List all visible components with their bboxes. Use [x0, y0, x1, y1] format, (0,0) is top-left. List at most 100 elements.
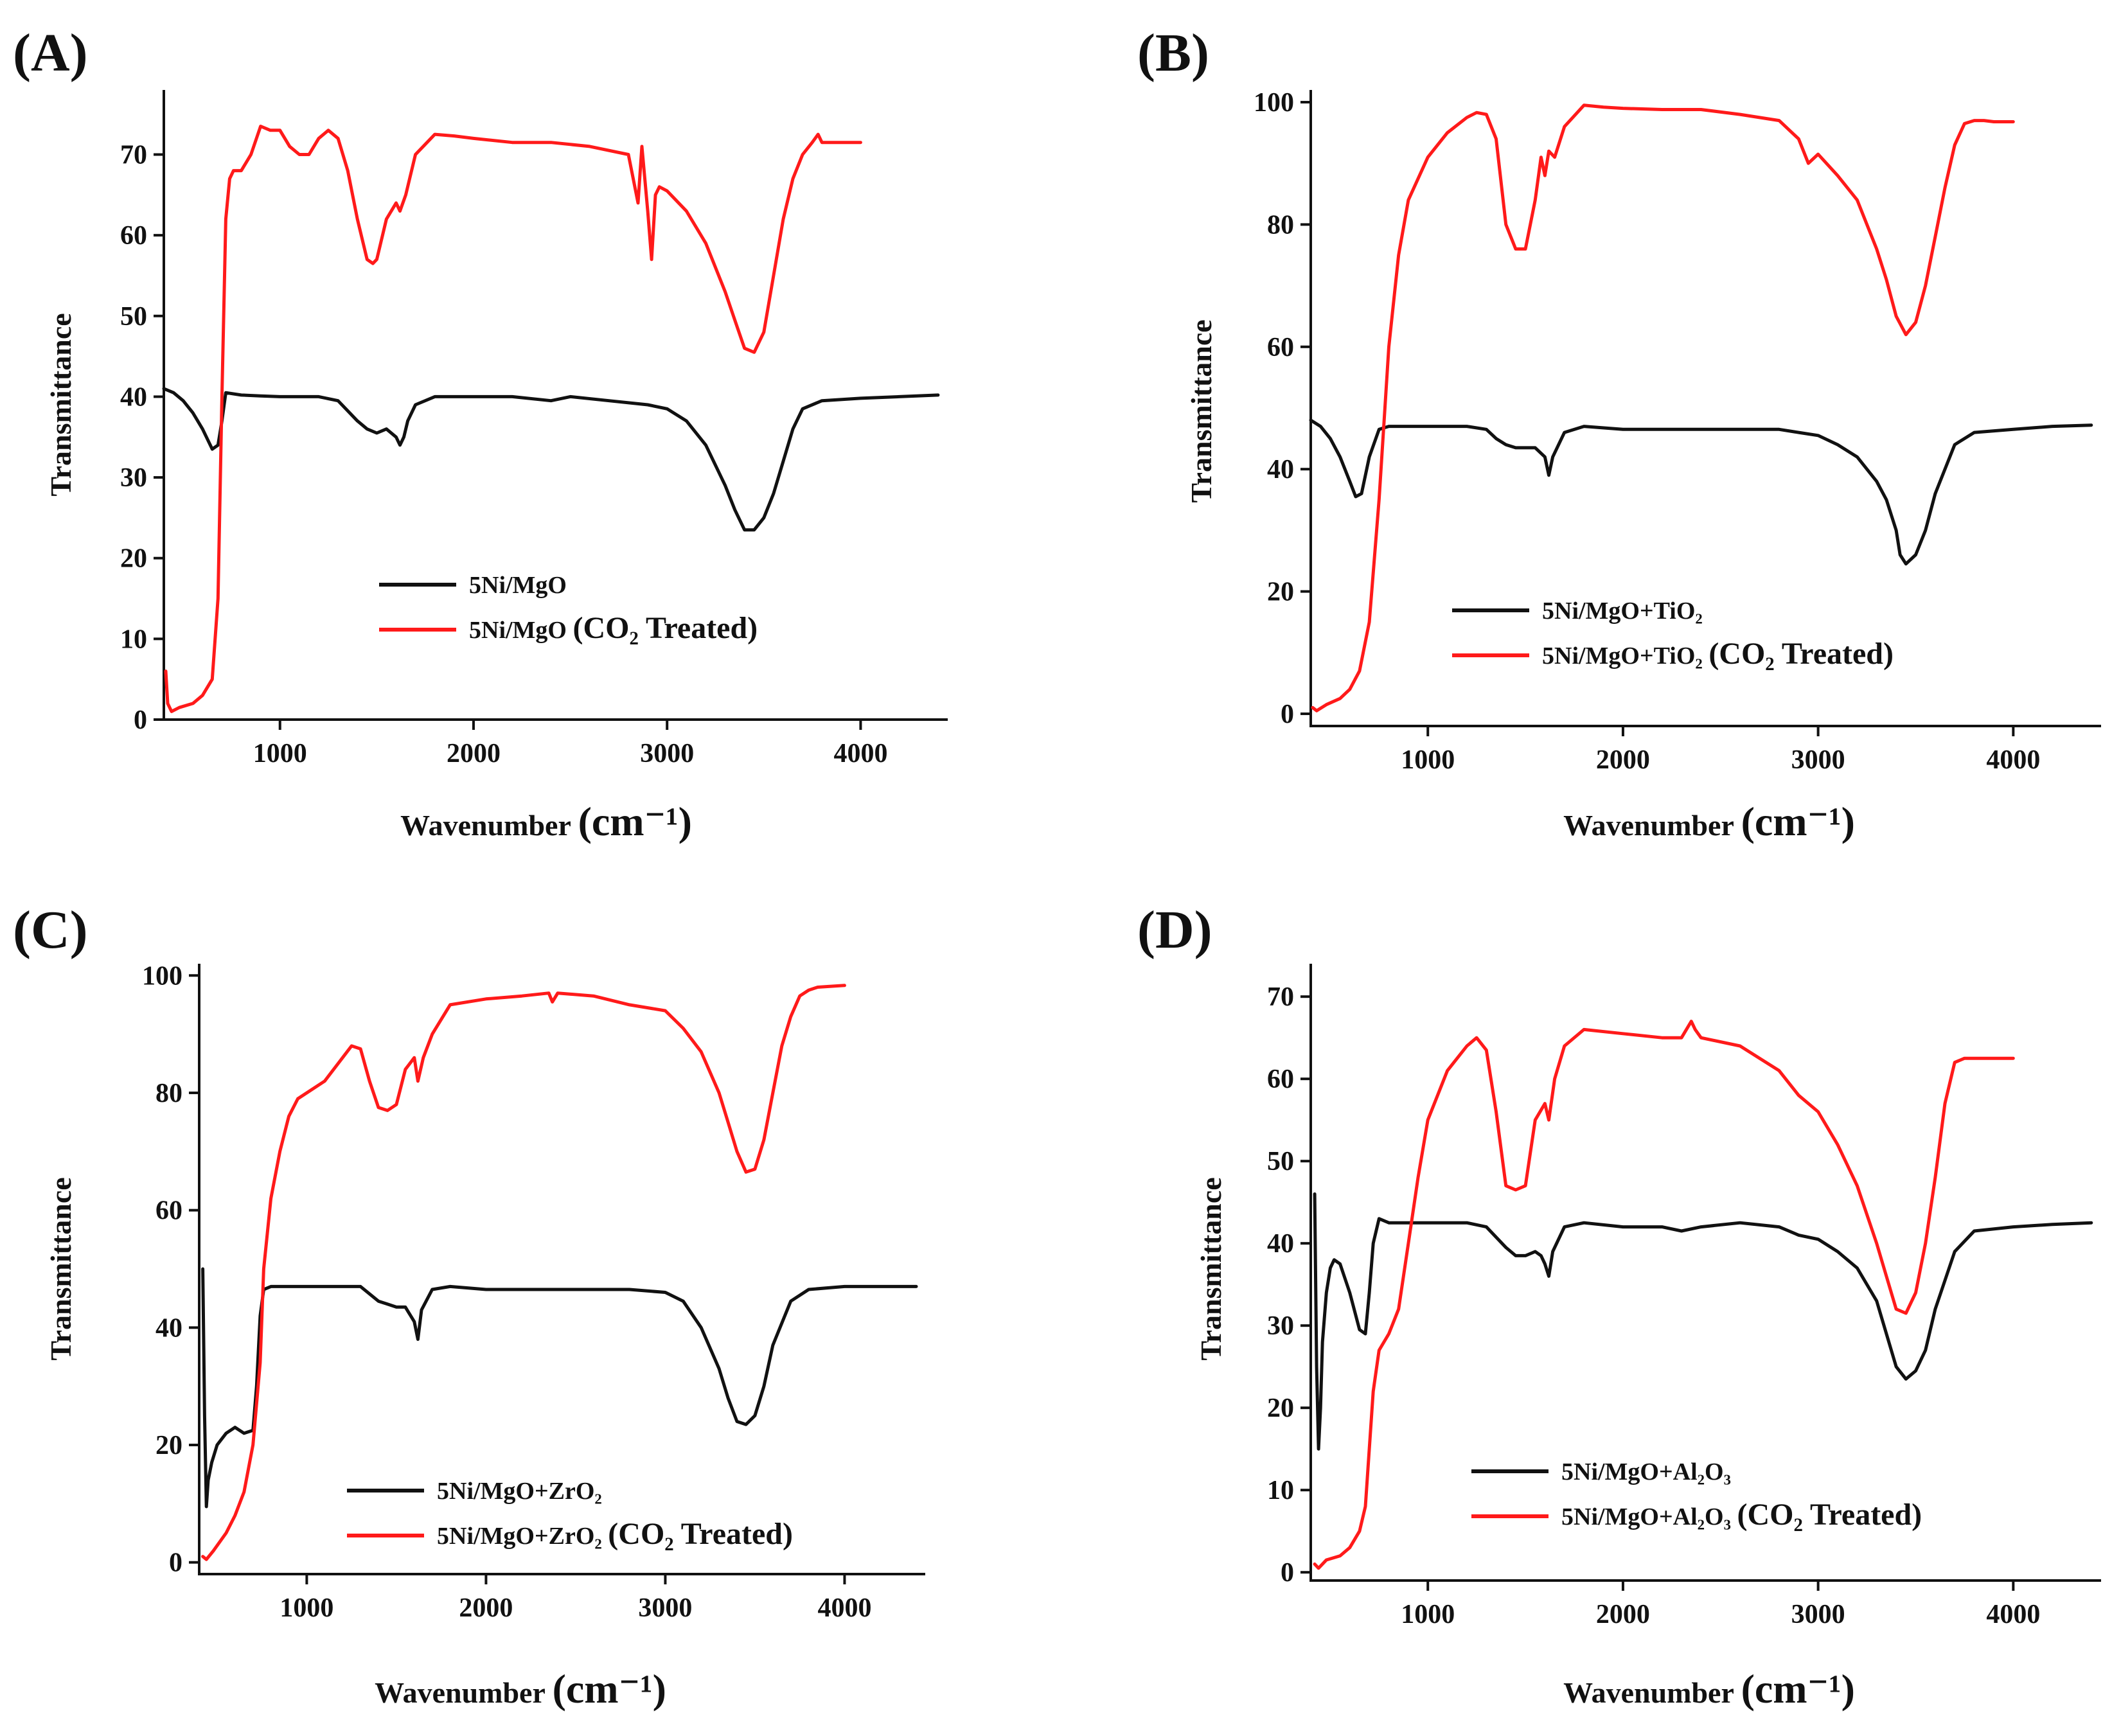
y-tick-label: 40 — [1267, 455, 1294, 484]
legend-entry: 5Ni/MgO — [469, 572, 567, 599]
x-axis-label: Wavenumber — [1563, 809, 1741, 842]
panel-label: (B) — [1137, 23, 1209, 83]
y-tick-label: 60 — [120, 221, 147, 251]
y-tick-label: 60 — [1267, 1065, 1294, 1094]
y-tick-label: 30 — [1267, 1311, 1294, 1341]
legend-sample-name: 5Ni/MgO+TiO₂ — [1542, 598, 1703, 624]
legend-treatment: (CO₂ Treated) — [1737, 1498, 1922, 1532]
legend-treatment: (CO₂ Treated) — [608, 1517, 793, 1551]
y-tick-label: 50 — [1267, 1147, 1294, 1176]
legend-entry: 5Ni/MgO+TiO₂ — [1542, 598, 1703, 624]
x-axis-unit: (cm⁻¹) — [553, 1666, 666, 1712]
legend-treatment: (CO₂ Treated) — [1708, 637, 1894, 671]
x-tick-label: 4000 — [1986, 1600, 2040, 1629]
y-tick-label: 80 — [155, 1079, 182, 1108]
y-tick-label: 100 — [1254, 88, 1294, 118]
y-tick-label: 40 — [120, 382, 147, 412]
x-tick-label: 3000 — [1791, 745, 1845, 775]
x-tick-label: 4000 — [817, 1593, 871, 1623]
y-axis-title: Transmittance — [44, 1177, 77, 1360]
legend-treatment: (CO₂ Treated) — [572, 611, 758, 645]
x-axis-unit: (cm⁻¹) — [1741, 799, 1855, 844]
y-tick-label: 20 — [1267, 578, 1294, 607]
x-tick-label: 1000 — [1401, 1600, 1455, 1629]
y-tick-label: 0 — [1281, 1558, 1294, 1588]
x-axis-unit: (cm⁻¹) — [1741, 1666, 1855, 1712]
y-tick-label: 50 — [120, 302, 147, 332]
y-tick-label: 0 — [169, 1548, 182, 1578]
series-line-co2-treated — [1311, 103, 2015, 713]
x-axis-title: Wavenumber (cm⁻¹) — [375, 1666, 666, 1712]
y-axis-title: Transmittance — [44, 313, 77, 496]
series-line-co2-treated — [1313, 1020, 2015, 1570]
y-tick-label: 10 — [1267, 1476, 1294, 1505]
y-axis-title: Transmittance — [1185, 319, 1218, 502]
x-tick-label: 2000 — [459, 1593, 513, 1623]
legend-entry: 5Ni/MgO+TiO₂ (CO₂ Treated) — [1542, 637, 1894, 671]
chart-panel-d: (D) 0 10 20 30 40 50 60 70 1000 2000 3000 4000 Transm… — [1137, 900, 2101, 1712]
legend-entry: 5Ni/MgO (CO₂ Treated) — [469, 611, 758, 645]
legend-entry: 5Ni/MgO+Al₂O₃ (CO₂ Treated) — [1561, 1498, 1922, 1532]
series-line-untreated — [1313, 1192, 2093, 1451]
chart-panel-b: (B) 0 20 40 60 80 100 1000 2000 3000 4000 Transmitt… — [1137, 23, 2101, 844]
x-tick-label: 1000 — [253, 739, 307, 768]
y-tick-label: 20 — [155, 1431, 182, 1460]
chart-panel-c: (C) 0 20 40 60 80 100 1000 2000 3000 4000 Transmitt… — [13, 900, 925, 1712]
series-line-co2-treated — [201, 984, 846, 1561]
y-tick-label: 40 — [1267, 1229, 1294, 1259]
legend-sample-name: 5Ni/MgO+ZrO₂ — [437, 1478, 602, 1505]
x-axis-title: Wavenumber (cm⁻¹) — [1563, 799, 1855, 844]
x-tick-label: 2000 — [447, 739, 501, 768]
legend-entry: 5Ni/MgO+Al₂O₃ — [1561, 1458, 1731, 1485]
x-tick-label: 4000 — [1986, 745, 2040, 775]
series-line-untreated — [201, 1267, 918, 1509]
y-tick-label: 80 — [1267, 210, 1294, 240]
panel-label: (D) — [1137, 900, 1212, 960]
x-axis-title: Wavenumber (cm⁻¹) — [400, 799, 692, 844]
legend-sample-name: 5Ni/MgO+Al₂O₃ — [1561, 1503, 1737, 1530]
x-tick-label: 3000 — [1791, 1600, 1845, 1629]
panel-label: (A) — [13, 23, 88, 83]
legend-sample-name: 5Ni/MgO — [469, 572, 567, 599]
legend-entry: 5Ni/MgO+ZrO₂ (CO₂ Treated) — [437, 1517, 793, 1551]
y-tick-label: 70 — [120, 141, 147, 170]
legend-sample-name: 5Ni/MgO+ZrO₂ — [437, 1523, 608, 1550]
x-axis-title: Wavenumber (cm⁻¹) — [1563, 1666, 1855, 1712]
axis-frame — [198, 964, 925, 1575]
x-axis-label: Wavenumber — [375, 1676, 552, 1709]
panel-label: (C) — [13, 900, 88, 960]
legend-entry: 5Ni/MgO+ZrO₂ — [437, 1478, 602, 1505]
x-tick-label: 1000 — [1401, 745, 1455, 775]
chart-panel-a: (A) 0 10 20 30 40 50 60 70 1000 2000 3000 4000 Transm… — [13, 23, 948, 844]
legend-sample-name: 5Ni/MgO+TiO₂ — [1542, 642, 1708, 669]
y-tick-label: 20 — [1267, 1394, 1294, 1423]
y-tick-label: 60 — [155, 1196, 182, 1226]
series-line-co2-treated — [164, 125, 862, 713]
axis-frame — [1309, 964, 2101, 1582]
y-axis-title: Transmittance — [1194, 1177, 1227, 1360]
y-tick-label: 0 — [1281, 700, 1294, 729]
y-tick-label: 40 — [155, 1313, 182, 1343]
x-tick-label: 3000 — [638, 1593, 692, 1623]
x-tick-label: 3000 — [640, 739, 694, 768]
y-tick-label: 70 — [1267, 982, 1294, 1012]
x-axis-unit: (cm⁻¹) — [578, 799, 692, 844]
x-axis-label: Wavenumber — [1563, 1676, 1741, 1709]
series-line-untreated — [1309, 418, 2093, 566]
x-axis-label: Wavenumber — [400, 809, 578, 842]
axis-frame — [1309, 90, 2101, 727]
series-line-untreated — [162, 387, 940, 532]
x-tick-label: 4000 — [833, 739, 887, 768]
legend-sample-name: 5Ni/MgO — [469, 617, 572, 644]
y-tick-label: 100 — [142, 961, 182, 991]
y-tick-label: 20 — [120, 544, 147, 574]
y-tick-label: 60 — [1267, 333, 1294, 362]
y-tick-label: 10 — [120, 624, 147, 654]
y-tick-label: 0 — [134, 705, 147, 735]
x-tick-label: 2000 — [1596, 745, 1650, 775]
